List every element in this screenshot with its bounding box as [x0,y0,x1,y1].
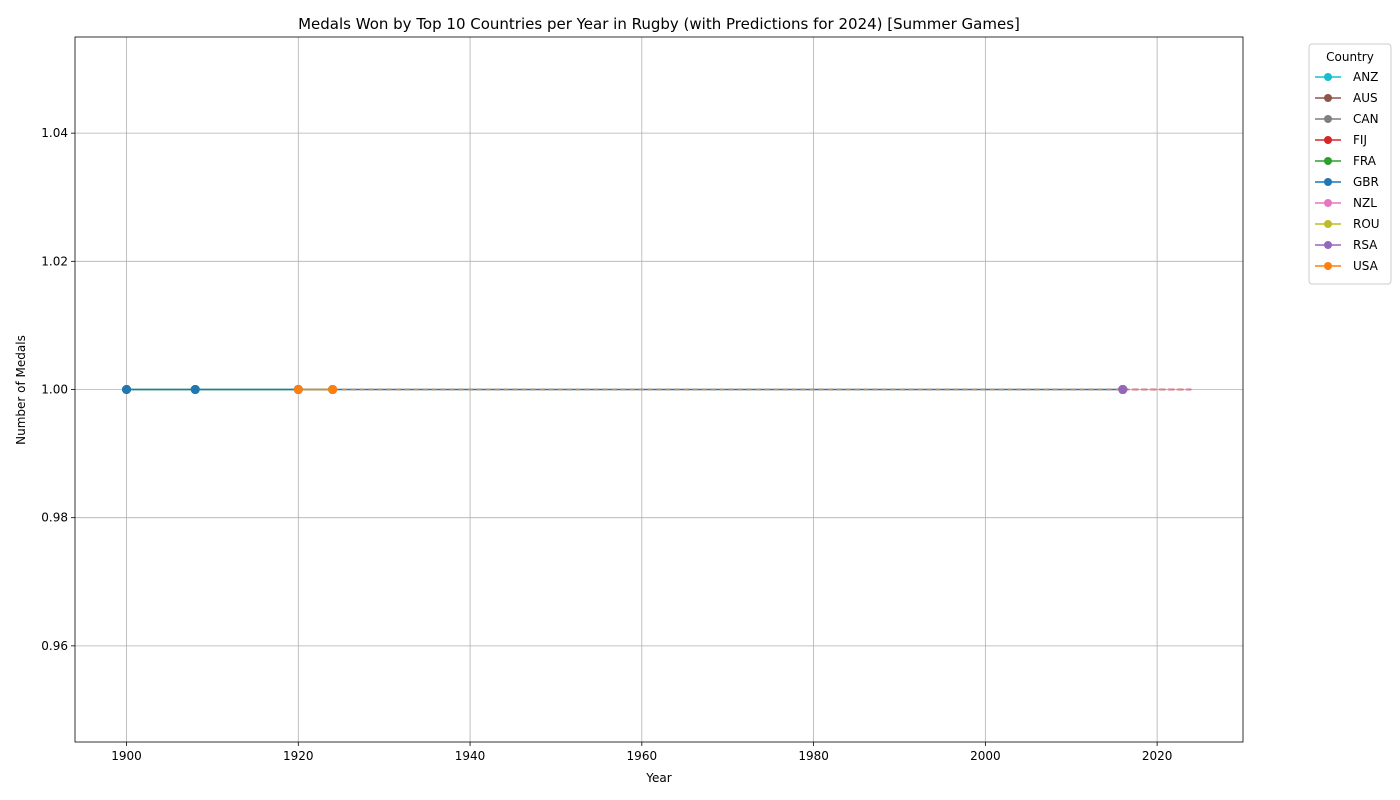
x-axis-label: Year [645,771,671,785]
y-axis-label: Number of Medals [14,335,28,445]
legend-label-aus: AUS [1353,91,1378,105]
legend-label-nzl: NZL [1353,196,1377,210]
legend-marker-fra [1324,157,1332,165]
y-tick-label: 0.98 [41,511,68,525]
y-tick-label: 1.02 [41,254,68,268]
legend-marker-can [1324,115,1332,123]
legend-marker-gbr [1324,178,1332,186]
legend-label-usa: USA [1353,259,1379,273]
data-point-gbr [122,385,132,394]
x-tick-label: 1920 [283,749,314,763]
x-tick-label: 1960 [627,749,658,763]
data-point-usa [328,385,338,394]
legend-box [1308,43,1392,285]
axes: 1900 1920 1940 1960 1980 2000 2020 0.96 0.98 1.00… [41,36,1244,763]
x-tick-label: 2000 [970,749,1001,763]
legend-label-anz: ANZ [1353,70,1378,84]
legend-label-can: CAN [1353,112,1379,126]
legend-label-rsa: RSA [1353,238,1378,252]
legend-marker-nzl [1324,199,1332,207]
legend-label-rou: ROU [1353,217,1380,231]
plot-lines [122,385,1192,394]
legend-label-fra: FRA [1353,154,1377,168]
legend-marker-rou [1324,220,1332,228]
data-point-rsa [1118,385,1128,394]
legend-label-gbr: GBR [1353,175,1379,189]
chart-title: Medals Won by Top 10 Countries per Year … [298,15,1020,33]
y-tick-label: 1.00 [41,383,68,397]
legend-marker-fij [1324,136,1332,144]
data-point-gbr [190,385,200,394]
legend-marker-anz [1324,73,1332,81]
plot-frame [74,36,1244,743]
legend-title: Country [1326,50,1374,64]
y-tick-label: 0.96 [41,639,68,653]
legend: Country ANZ AUS CAN FIJ FRA GBR NZL ROU RSA USA [1308,43,1392,285]
x-tick-label: 1900 [111,749,142,763]
data-point-usa [293,385,303,394]
x-tick-label: 2020 [1142,749,1173,763]
legend-marker-usa [1324,262,1332,270]
legend-marker-rsa [1324,241,1332,249]
x-tick-label: 1980 [798,749,829,763]
x-tick-label: 1940 [455,749,486,763]
legend-label-fij: FIJ [1353,133,1367,147]
y-tick-label: 1.04 [41,126,68,140]
legend-marker-aus [1324,94,1332,102]
